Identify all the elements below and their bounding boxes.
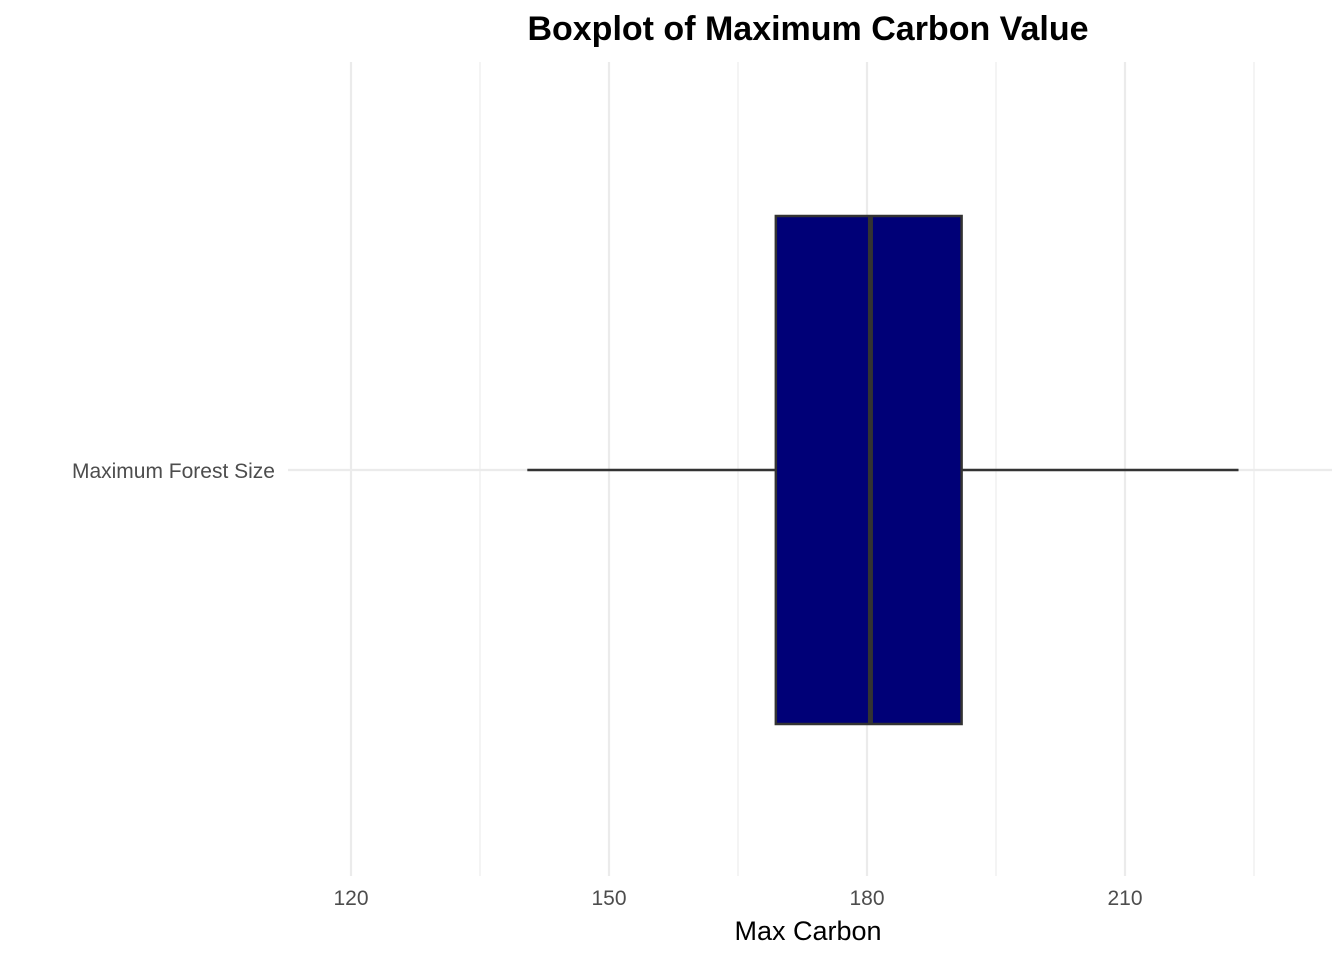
x-axis-title: Max Carbon bbox=[734, 916, 881, 946]
x-tick-label: 150 bbox=[591, 887, 626, 910]
x-tick-label: 120 bbox=[333, 887, 368, 910]
boxplot-marks bbox=[527, 214, 1239, 726]
axis-labels: 120 150 180 210 Maximum Forest Size bbox=[72, 460, 1143, 910]
chart-title: Boxplot of Maximum Carbon Value bbox=[527, 10, 1088, 48]
x-tick-label: 180 bbox=[849, 887, 884, 910]
x-tick-label: 210 bbox=[1107, 887, 1142, 910]
y-category-label: Maximum Forest Size bbox=[72, 460, 275, 483]
